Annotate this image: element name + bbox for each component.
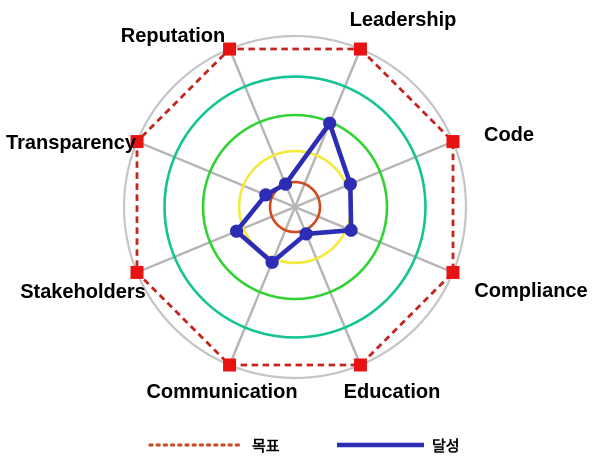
radar-ring-level-3 [201,113,389,301]
radar-spoke [228,206,297,366]
data-point-square-marker-target [353,358,367,372]
data-point-circle-marker-achieved [265,255,279,269]
series-target-line [135,47,455,367]
legend-label-target: 목표 [252,438,280,455]
data-point-circle-marker-achieved [229,224,244,238]
data-point-circle-marker-achieved [344,223,358,237]
axis-label-reputation: Reputation [121,25,225,47]
data-point-square-marker-target [446,135,460,149]
radar-ring-level-4 [163,75,427,339]
data-point-circle-marker-achieved [278,177,293,191]
data-point-square-marker-target [130,265,144,279]
data-point-square-marker-target [223,358,237,372]
data-point-square-marker-target [223,42,237,56]
data-point-square-marker-target [353,42,367,56]
data-point-square-marker-target [446,265,460,279]
data-point-circle-marker-achieved [343,177,357,191]
radar-ring-level-5 [122,34,468,380]
radar-spoke [136,205,296,274]
axis-label-stakeholders: Stakeholders [20,281,146,303]
axis-label-compliance: Compliance [474,280,587,302]
radar-ring-level-1 [268,180,322,234]
series-achieved-line [234,121,354,265]
legend-label-achieved: 달성 [432,437,460,455]
axis-label-education: Education [344,381,441,403]
axis-label-communication: Communication [146,381,297,403]
axis-label-transparency: Transparency [6,132,137,154]
axis-label-code: Code [484,124,534,146]
data-point-circle-marker-achieved [323,116,337,130]
data-point-square-marker-target [130,135,144,149]
axis-label-leadership: Leadership [350,9,457,31]
radar-spoke [294,205,454,274]
data-point-circle-marker-achieved [299,227,313,241]
data-point-circle-marker-achieved [259,188,273,202]
radar-spoke [294,140,454,209]
